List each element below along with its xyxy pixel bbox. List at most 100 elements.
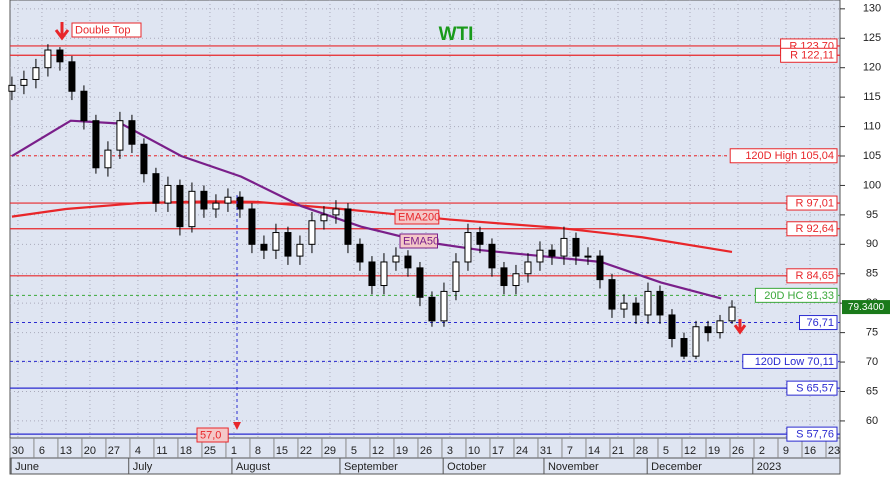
candle-body (452, 261, 460, 292)
candle-body (68, 61, 76, 92)
arrow (733, 319, 747, 335)
x-tick-label: 26 (420, 445, 432, 457)
month-label: June (15, 461, 39, 473)
candle-body (164, 184, 172, 204)
candle-body (404, 255, 412, 269)
candle-body (356, 243, 364, 263)
candle-body (308, 220, 316, 245)
candle-body (344, 208, 352, 245)
x-tick-label: 5 (351, 445, 357, 457)
candle-body (680, 338, 688, 357)
candle-body (416, 267, 424, 298)
level-label-box (799, 315, 838, 331)
candle-body (332, 208, 340, 216)
level-label: 20D HC 81,33 (764, 290, 834, 302)
y-tick-label: 85 (866, 268, 878, 280)
candle-body (56, 49, 64, 63)
x-tick-label: 4 (135, 445, 141, 457)
x-tick-label: 14 (588, 445, 600, 457)
candle-body (488, 243, 496, 269)
annotation-box (394, 209, 440, 225)
x-tick-label: 30 (12, 445, 24, 457)
candle-body (188, 190, 196, 228)
x-tick-label: 20 (84, 445, 96, 457)
annotation-box (196, 427, 229, 443)
candle-body (524, 261, 532, 275)
x-tick-label: 15 (276, 445, 288, 457)
month-label: November (548, 461, 599, 473)
candle-body (584, 255, 592, 258)
last-price-label: 79.3400 (848, 302, 885, 313)
candle-body (500, 267, 508, 287)
level-label: R 97,01 (795, 197, 834, 209)
candle-body (656, 290, 664, 316)
annotation: EMA200 (398, 211, 440, 223)
candle-body (632, 302, 640, 316)
y-tick-label: 110 (863, 120, 881, 132)
candle-body (80, 90, 88, 122)
level-label-box (780, 47, 838, 63)
last-price-box (842, 300, 890, 315)
candle-body (200, 190, 208, 210)
candle-body (284, 232, 292, 257)
month-label: October (447, 461, 486, 473)
y-tick-label: 60 (866, 415, 878, 427)
x-tick-label: 21 (612, 445, 624, 457)
candle-body (572, 237, 580, 257)
y-tick-label: 120 (863, 62, 881, 74)
x-tick-label: 22 (300, 445, 312, 457)
level-label: 120D Low 70,11 (755, 356, 834, 368)
candle-body (476, 232, 484, 245)
x-tick-label: 24 (516, 445, 528, 457)
candle-body (596, 255, 604, 281)
candle-body (44, 49, 52, 69)
candle-body (368, 261, 376, 287)
candle-body (8, 84, 16, 92)
month-label: December (651, 461, 702, 473)
x-tick-label: 5 (663, 445, 669, 457)
y-tick-label: 90 (866, 238, 878, 250)
month-label: August (236, 461, 270, 473)
month-label: 2023 (757, 461, 781, 473)
y-tick-label: 75 (866, 327, 878, 339)
y-tick-label: 130 (863, 3, 881, 15)
x-tick-label: 19 (396, 445, 408, 457)
y-tick-label: 105 (863, 150, 881, 162)
x-tick-label: 23 (828, 445, 840, 457)
level-label-box (786, 426, 838, 442)
y-tick-label: 70 (866, 356, 878, 368)
x-tick-label: 1 (231, 445, 237, 457)
candle-body (224, 196, 232, 204)
annotation: Double Top (75, 24, 130, 36)
annotation-box (399, 233, 438, 249)
arrow (233, 422, 241, 430)
candle-body (668, 314, 676, 340)
candle-body (608, 279, 616, 310)
candle-body (716, 320, 724, 334)
candle-body (728, 306, 736, 322)
annotation-box (71, 22, 142, 38)
level-label: R 92,64 (795, 223, 834, 235)
level-label-box (754, 287, 838, 303)
level-label: S 57,76 (796, 429, 834, 441)
x-tick-label: 12 (684, 445, 696, 457)
x-tick-label: 6 (39, 445, 45, 457)
candle-body (104, 149, 112, 169)
x-tick-label: 31 (540, 445, 552, 457)
candle-body (176, 184, 184, 228)
y-tick-label: 65 (866, 385, 878, 397)
x-tick-label: 10 (468, 445, 480, 457)
candle-body (92, 120, 100, 169)
candle-body (128, 120, 136, 145)
candle-body (704, 326, 712, 334)
x-tick-label: 8 (255, 445, 261, 457)
candle-body (392, 255, 400, 263)
candle-body (464, 232, 472, 263)
candle-body (152, 173, 160, 204)
candle-body (260, 243, 268, 251)
level-label: S 65,57 (796, 383, 834, 395)
x-tick-label: 2 (759, 445, 765, 457)
level-label-box (786, 221, 838, 237)
annotation: 57,0 (200, 429, 221, 441)
x-tick-label: 29 (324, 445, 336, 457)
